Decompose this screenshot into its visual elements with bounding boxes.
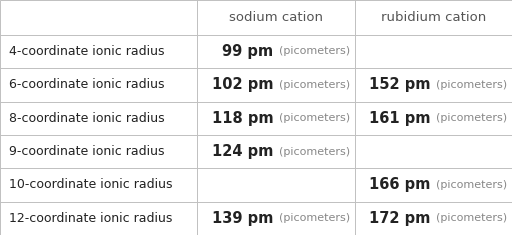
Text: (picometers): (picometers) [436,180,507,190]
Text: 124 pm: 124 pm [212,144,273,159]
Text: 6-coordinate ionic radius: 6-coordinate ionic radius [9,78,165,91]
Text: 10-coordinate ionic radius: 10-coordinate ionic radius [9,178,173,192]
Text: 99 pm: 99 pm [222,44,273,59]
Text: 4-coordinate ionic radius: 4-coordinate ionic radius [9,45,165,58]
Text: (picometers): (picometers) [279,213,350,223]
Text: 102 pm: 102 pm [212,77,273,92]
Text: (picometers): (picometers) [436,80,507,90]
Text: (picometers): (picometers) [279,147,350,157]
Text: 118 pm: 118 pm [212,111,273,126]
Text: (picometers): (picometers) [436,113,507,123]
Text: 161 pm: 161 pm [369,111,431,126]
Text: 152 pm: 152 pm [369,77,431,92]
Text: (picometers): (picometers) [279,80,350,90]
Text: 12-coordinate ionic radius: 12-coordinate ionic radius [9,212,173,225]
Text: 166 pm: 166 pm [370,177,431,192]
Text: rubidium cation: rubidium cation [381,11,486,24]
Text: 139 pm: 139 pm [212,211,273,226]
Text: (picometers): (picometers) [436,213,507,223]
Text: 9-coordinate ionic radius: 9-coordinate ionic radius [9,145,165,158]
Text: sodium cation: sodium cation [229,11,323,24]
Text: 8-coordinate ionic radius: 8-coordinate ionic radius [9,112,165,125]
Text: (picometers): (picometers) [279,47,350,56]
Text: (picometers): (picometers) [279,113,350,123]
Text: 172 pm: 172 pm [370,211,431,226]
